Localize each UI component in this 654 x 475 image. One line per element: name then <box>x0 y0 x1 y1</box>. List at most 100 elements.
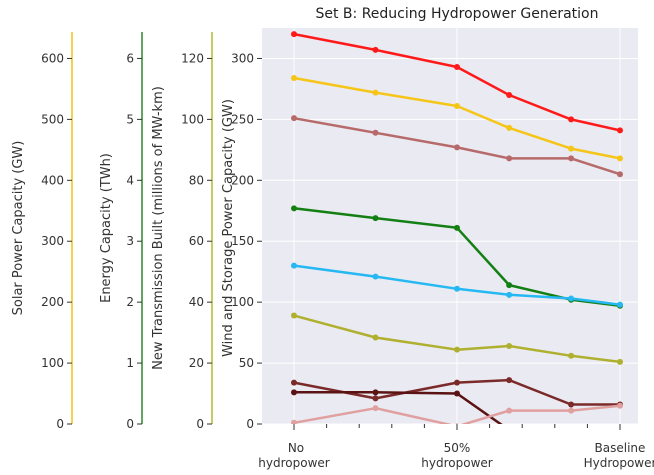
y-tick-label: 2 <box>126 295 134 309</box>
y-tick-label: 200 <box>41 295 64 309</box>
grid <box>262 28 638 425</box>
y-tick-label: 4 <box>126 173 134 187</box>
data-point <box>617 127 623 134</box>
y-tick-label: 20 <box>189 356 204 370</box>
series-line-5 <box>293 264 621 306</box>
y-tick-label: 300 <box>231 51 254 65</box>
y-axis-title-energy: Energy Capacity (TWh) <box>99 153 114 303</box>
y-tick-label: 500 <box>41 112 64 126</box>
y-tick-label: 0 <box>126 417 134 431</box>
data-point <box>506 343 513 350</box>
x-tick-label: 50% <box>444 441 471 455</box>
data-point <box>372 129 379 136</box>
data-point <box>372 215 379 222</box>
axis-energy: 0 1 2 3 4 5 6 Energy Capacity (TWh) <box>99 32 143 431</box>
data-point <box>454 390 460 397</box>
y-tick-label: 1 <box>126 356 134 370</box>
series-line-7 <box>293 378 620 406</box>
series-layer <box>291 31 623 433</box>
y-tick-label: 100 <box>231 295 254 309</box>
y-tick-label: 40 <box>189 295 204 309</box>
data-point <box>568 407 575 414</box>
x-tick-label: Hydropower <box>584 456 654 470</box>
y-tick-label: 5 <box>126 112 134 126</box>
data-point <box>568 401 575 408</box>
data-point <box>506 92 513 99</box>
data-point <box>372 389 379 396</box>
series-line-3 <box>293 116 621 176</box>
y-tick-label: 300 <box>41 234 64 248</box>
data-point <box>568 295 575 302</box>
data-point <box>372 273 379 280</box>
x-axis: Nohydropower50%hydropowerBaselineHydropo… <box>258 424 654 470</box>
data-point <box>454 379 460 386</box>
x-tick-label: hydropower <box>421 456 492 470</box>
y-tick-label: 100 <box>41 356 64 370</box>
data-point <box>291 74 297 81</box>
y-axis-title-main: Wind and Storage Power Capacity (GW) <box>221 99 236 357</box>
series-line-2 <box>293 76 621 160</box>
y-tick-label: 200 <box>231 173 254 187</box>
x-tick-label: hydropower <box>258 456 329 470</box>
data-point <box>506 427 512 433</box>
y-tick-label: 80 <box>189 173 204 187</box>
series-line-1 <box>293 32 621 132</box>
y-tick-label: 6 <box>126 51 134 65</box>
data-point <box>617 402 623 409</box>
y-tick-label: 150 <box>231 234 254 248</box>
data-point <box>291 115 297 122</box>
data-point <box>291 312 297 319</box>
data-point <box>617 301 623 308</box>
data-point <box>454 285 460 292</box>
series-line-6 <box>293 314 621 364</box>
data-point <box>291 31 297 38</box>
data-point <box>291 389 297 396</box>
data-point <box>506 155 513 162</box>
y-tick-label: 120 <box>181 51 204 65</box>
data-point <box>372 89 379 96</box>
data-point <box>454 63 460 70</box>
axis-solar: 0 100 200 300 400 500 600 Solar Power Capacity … <box>11 32 73 431</box>
data-point <box>372 405 379 412</box>
data-point <box>617 155 623 162</box>
data-point <box>291 205 297 212</box>
data-point <box>506 377 513 384</box>
series-line-9 <box>293 404 621 424</box>
data-point <box>506 124 513 131</box>
data-point <box>291 262 297 269</box>
y-tick-label: 600 <box>41 51 64 65</box>
data-point <box>617 171 623 178</box>
data-point <box>568 155 575 162</box>
y-tick-label: 60 <box>189 234 204 248</box>
data-point <box>506 282 513 289</box>
data-point <box>568 145 575 152</box>
data-point <box>291 379 297 386</box>
x-tick-label: Baseline <box>595 441 646 455</box>
series-line-8 <box>294 391 503 424</box>
y-tick-label: 0 <box>56 417 64 431</box>
y-tick-label: 50 <box>239 356 254 370</box>
data-point <box>454 224 460 231</box>
data-point <box>454 144 460 151</box>
axis-transmission: 0 20 40 60 80 100 120 New Transmission Built (m… <box>151 32 213 431</box>
data-point <box>454 346 460 353</box>
data-point <box>372 46 379 53</box>
data-point <box>568 427 574 433</box>
y-tick-label: 100 <box>181 112 204 126</box>
y-axis-title-transmission: New Transmission Built (millions of MW-k… <box>151 86 166 370</box>
x-tick-label: No <box>288 441 304 455</box>
y-tick-label: 400 <box>41 173 64 187</box>
data-point <box>568 352 575 359</box>
y-tick-label: 0 <box>246 417 254 431</box>
y-axis-title-solar: Solar Power Capacity (GW) <box>11 141 26 316</box>
data-point <box>372 334 379 341</box>
data-point <box>568 116 575 123</box>
data-point <box>454 102 460 109</box>
axis-main: 0 50 100 150 200 250 300 Wind and Storage Power… <box>221 51 262 431</box>
y-tick-label: 0 <box>196 417 204 431</box>
data-point <box>506 291 513 298</box>
data-point <box>617 358 623 365</box>
chart-title: Set B: Reducing Hydropower Generation <box>315 6 598 22</box>
data-point <box>372 395 379 402</box>
